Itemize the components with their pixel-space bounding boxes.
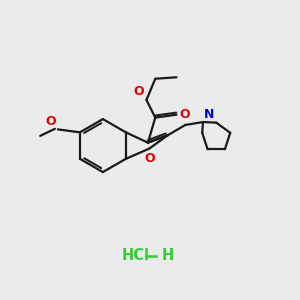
Text: H: H <box>162 248 174 263</box>
Text: O: O <box>179 108 190 121</box>
Text: O: O <box>134 85 144 98</box>
Text: O: O <box>46 115 56 128</box>
Text: N: N <box>204 108 214 121</box>
Text: O: O <box>144 152 155 165</box>
Text: HCl: HCl <box>121 248 149 263</box>
